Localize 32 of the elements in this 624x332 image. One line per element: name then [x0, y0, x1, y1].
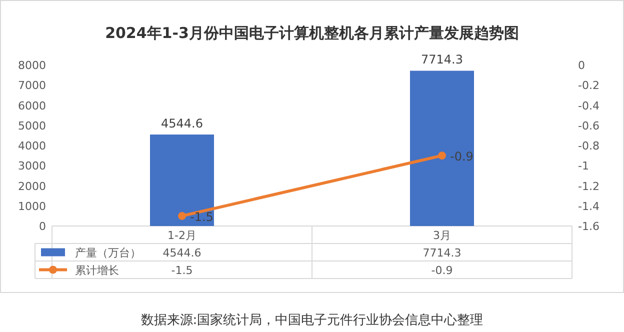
x-tick-label: 3月: [433, 229, 451, 242]
source-note: 数据来源:国家统计局，中国电子元件行业协会信息中心整理: [140, 312, 484, 328]
legend-label: 产量（万台）: [75, 246, 141, 260]
legend-label: 累计增长: [75, 264, 119, 277]
y2-tick-label: -1.2: [578, 180, 600, 193]
text: 4544.6: [161, 116, 203, 131]
data-label: -1.5: [171, 264, 193, 277]
y-tick-label: 7000: [18, 79, 46, 92]
y2-tick-label: -1.4: [578, 200, 600, 213]
y-tick-label: 5000: [18, 119, 46, 132]
text: -1.5: [190, 210, 214, 224]
x-tick-label: 1-2月: [168, 229, 196, 242]
y-tick-label: 0: [39, 220, 46, 233]
text: 7714.3: [421, 52, 463, 67]
y-tick-label: 3000: [18, 160, 46, 173]
y2-tick-label: -0.2: [578, 79, 600, 92]
y2-tick-label: -1.6: [578, 220, 600, 233]
y2-tick-label: 0: [578, 59, 585, 72]
y2-tick-label: -0.6: [578, 119, 600, 132]
data-label: 4544.6: [162, 246, 202, 260]
y-tick-label: 4000: [18, 140, 46, 152]
y2-tick-label: -1: [578, 160, 589, 173]
data-label: 7714.3: [422, 246, 462, 260]
y-tick-label: 2000: [18, 180, 46, 193]
y-tick-label: 8000: [18, 59, 46, 72]
y2-tick-label: -0.8: [578, 140, 600, 152]
y-tick-label: 6000: [18, 99, 46, 112]
y-tick-label: 1000: [18, 200, 46, 213]
chart-title: 2024年1-3月份中国电子计算机整机各月累计产量发展趋势图: [105, 24, 519, 42]
y2-tick-label: -0.4: [578, 99, 600, 112]
text: -0.9: [450, 150, 474, 164]
data-label: -0.9: [431, 264, 453, 277]
